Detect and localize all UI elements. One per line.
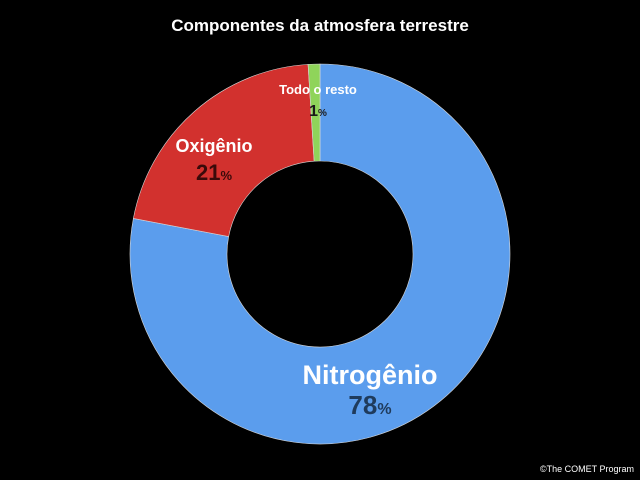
slice-nitrogênio (129, 63, 511, 445)
slice-label: Nitrogênio (303, 360, 438, 390)
slice-value-label: 21% (196, 160, 232, 185)
slice-todo-o-resto (307, 63, 321, 162)
copyright-credit: ©The COMET Program (540, 464, 634, 474)
slice-value-label: 78% (348, 390, 391, 420)
slice-value-label: 1% (309, 103, 327, 120)
slice-label: Oxigênio (175, 136, 252, 156)
slice-label: Todo o resto (279, 82, 357, 97)
slice-oxigênio (133, 64, 315, 237)
chart-title: Componentes da atmosfera terrestre (171, 16, 469, 35)
